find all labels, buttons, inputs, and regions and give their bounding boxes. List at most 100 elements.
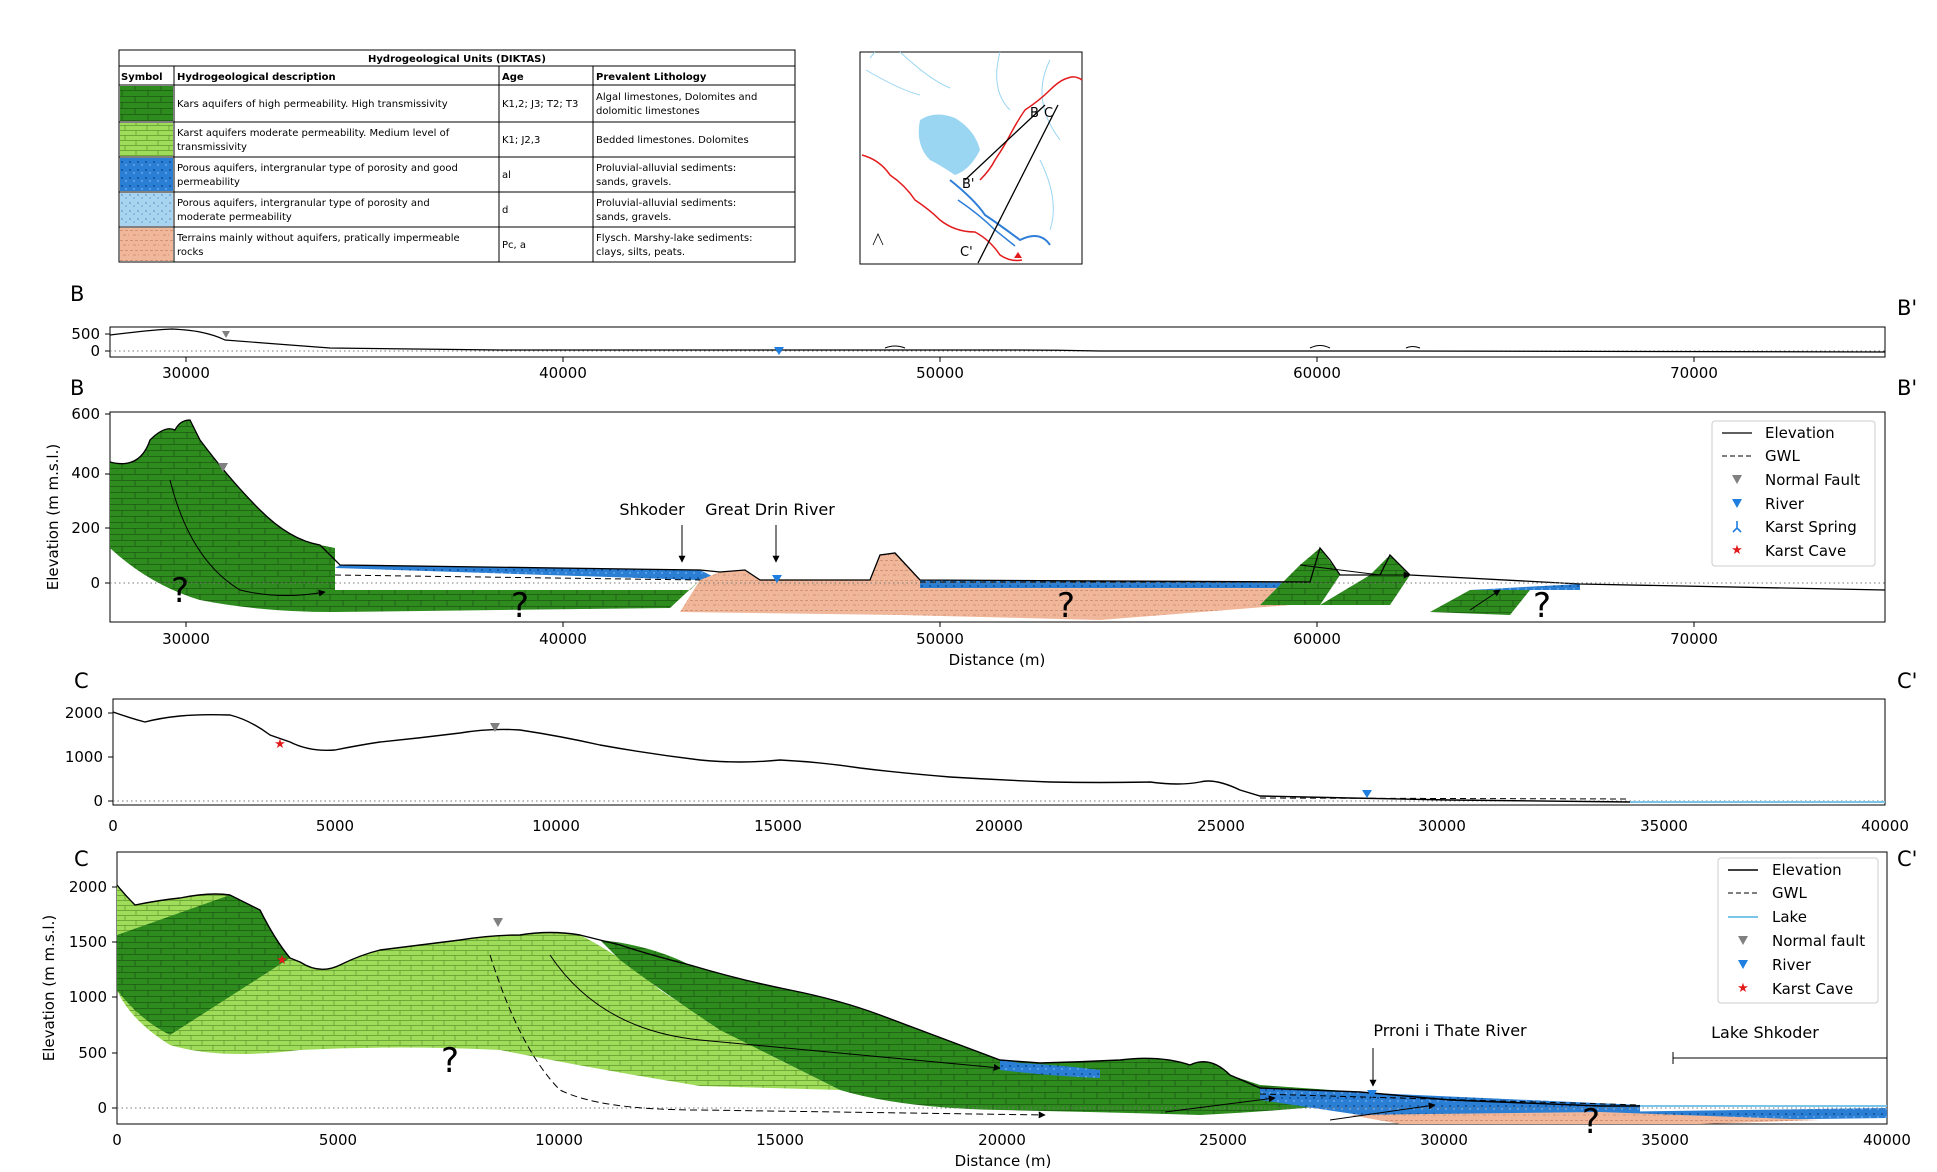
row3-age: al bbox=[502, 170, 511, 181]
river-icon bbox=[1362, 790, 1372, 798]
svg-text:★: ★ bbox=[1737, 981, 1749, 996]
north-arrow-icon bbox=[872, 233, 884, 246]
c-legend: ★ Elevation GWL Lake Normal fault River … bbox=[1717, 857, 1879, 1004]
c-overview-xtick: 35000 bbox=[1640, 817, 1688, 835]
dark-green-unit bbox=[1260, 548, 1340, 605]
normal-fault-icon bbox=[222, 331, 230, 338]
row5-lithology: clays, silts, peats. bbox=[596, 247, 685, 258]
b-y-axis-label: Elevation (m m.s.l.) bbox=[44, 444, 62, 590]
c-legend-karst-cave: Karst Cave bbox=[1772, 980, 1853, 998]
c-legend-lake: Lake bbox=[1772, 908, 1807, 926]
hydro-units-table: Hydrogeological Units (DIKTAS) Symbol Hy… bbox=[118, 49, 796, 263]
uncertain-mark: ? bbox=[1057, 586, 1075, 626]
c-x-axis-label: Distance (m) bbox=[955, 1152, 1052, 1170]
table-header-symbol: Symbol bbox=[121, 72, 163, 83]
uncertain-mark: ? bbox=[1582, 1102, 1600, 1142]
c-overview-left-label: C bbox=[74, 669, 89, 693]
row4-lithology: sands, gravels. bbox=[596, 212, 671, 223]
c-legend-river: River bbox=[1772, 956, 1812, 974]
b-x-axis-label: Distance (m) bbox=[949, 651, 1046, 669]
b-legend-gwl: GWL bbox=[1765, 447, 1800, 465]
b-legend-karst-cave: Karst Cave bbox=[1765, 542, 1846, 560]
map-label-b: B bbox=[1030, 106, 1039, 121]
row1-lithology: Algal limestones, Dolomites and bbox=[596, 92, 757, 103]
b-ytick: 600 bbox=[71, 405, 100, 423]
b-right-label: B' bbox=[1897, 376, 1917, 400]
row5-age: Pc, a bbox=[502, 240, 526, 251]
b-legend-elevation: Elevation bbox=[1765, 424, 1835, 442]
c-overview-xtick: 40000 bbox=[1861, 817, 1909, 835]
c-elevation-line bbox=[116, 884, 1887, 1107]
b-left-label: B bbox=[70, 376, 84, 400]
c-overview-xtick: 10000 bbox=[532, 817, 580, 835]
c-y-axis-label: Elevation (m m.s.l.) bbox=[40, 915, 58, 1061]
c-left-label: C bbox=[74, 847, 89, 871]
normal-fault-icon bbox=[490, 723, 500, 732]
c-right-label: C' bbox=[1897, 847, 1917, 871]
row5-description: Terrains mainly without aquifers, pratic… bbox=[176, 233, 460, 244]
c-ytick: 2000 bbox=[69, 878, 107, 896]
c-xtick: 5000 bbox=[319, 1131, 357, 1149]
c-overview-ytick: 2000 bbox=[65, 704, 103, 722]
c-xtick: 40000 bbox=[1863, 1131, 1911, 1149]
c-legend-elevation: Elevation bbox=[1772, 861, 1842, 879]
c-legend-gwl: GWL bbox=[1772, 884, 1807, 902]
lake-shkoder-label: Lake Shkoder bbox=[1711, 1023, 1819, 1042]
river-icon bbox=[772, 575, 782, 583]
c-ytick: 0 bbox=[97, 1099, 107, 1117]
uncertain-mark: ? bbox=[171, 571, 189, 611]
c-xtick: 10000 bbox=[535, 1131, 583, 1149]
row1-age: K1,2; J3; T2; T3 bbox=[502, 99, 578, 110]
b-overview-left-label: B bbox=[70, 282, 84, 306]
c-legend-normal-fault: Normal fault bbox=[1772, 932, 1865, 950]
symbol-swatch-5 bbox=[120, 228, 173, 261]
symbol-swatch-4 bbox=[120, 193, 173, 226]
b-overview-xtick: 30000 bbox=[162, 364, 210, 382]
c-ytick: 1000 bbox=[69, 988, 107, 1006]
row4-age: d bbox=[502, 205, 508, 216]
dark-green-unit bbox=[110, 548, 700, 612]
b-xtick: 40000 bbox=[539, 630, 587, 648]
uncertain-mark: ? bbox=[1533, 586, 1551, 626]
b-overview-xtick: 40000 bbox=[539, 364, 587, 382]
map-label-c: C bbox=[1044, 106, 1053, 121]
row1-lithology: dolomitic limestones bbox=[596, 106, 700, 117]
svg-text:★: ★ bbox=[1731, 543, 1743, 558]
dark-green-unit bbox=[600, 940, 1380, 1115]
c-overview-xtick: 25000 bbox=[1197, 817, 1245, 835]
c-overview-xtick: 5000 bbox=[316, 817, 354, 835]
row3-lithology: sands, gravels. bbox=[596, 177, 671, 188]
row2-description: transmissivity bbox=[177, 142, 247, 153]
b-overview-xtick: 50000 bbox=[916, 364, 964, 382]
c-overview-xtick: 20000 bbox=[975, 817, 1023, 835]
table-title: Hydrogeological Units (DIKTAS) bbox=[368, 54, 546, 65]
row3-lithology: Proluvial-alluvial sediments: bbox=[596, 163, 736, 174]
row5-description: rocks bbox=[177, 247, 204, 258]
elevation-line bbox=[109, 419, 1886, 591]
c-gwl-line bbox=[1259, 1093, 1641, 1106]
map-label-c-prime: C' bbox=[960, 245, 973, 260]
b-ytick: 400 bbox=[71, 464, 100, 482]
karst-cave-icon: ★ bbox=[274, 737, 286, 752]
row5-lithology: Flysch. Marshy-lake sediments: bbox=[596, 233, 753, 244]
row4-lithology: Proluvial-alluvial sediments: bbox=[596, 198, 736, 209]
normal-fault-icon bbox=[218, 463, 228, 472]
b-ytick: 200 bbox=[71, 519, 100, 537]
normal-fault-icon bbox=[493, 918, 503, 927]
b-legend-normal-fault: Normal Fault bbox=[1765, 471, 1860, 489]
b-overview-ytick: 0 bbox=[90, 342, 100, 360]
c-ytick: 1500 bbox=[69, 933, 107, 951]
row4-description: Porous aquifers, intergranular type of p… bbox=[177, 198, 430, 209]
b-overview-xtick: 60000 bbox=[1293, 364, 1341, 382]
table-header-description: Hydrogeological description bbox=[177, 72, 336, 83]
c-overview-xtick: 30000 bbox=[1418, 817, 1466, 835]
b-xtick: 50000 bbox=[916, 630, 964, 648]
c-xtick: 25000 bbox=[1199, 1131, 1247, 1149]
c-overview-ytick: 0 bbox=[93, 792, 103, 810]
uncertain-mark: ? bbox=[441, 1041, 459, 1081]
row1-description: Kars aquifers of high permeability. High… bbox=[177, 99, 448, 110]
b-legend: ★ Elevation GWL Normal Fault River Karst… bbox=[1711, 420, 1876, 567]
salmon-flysch bbox=[1350, 1112, 1820, 1124]
table-header-lithology: Prevalent Lithology bbox=[596, 72, 707, 83]
